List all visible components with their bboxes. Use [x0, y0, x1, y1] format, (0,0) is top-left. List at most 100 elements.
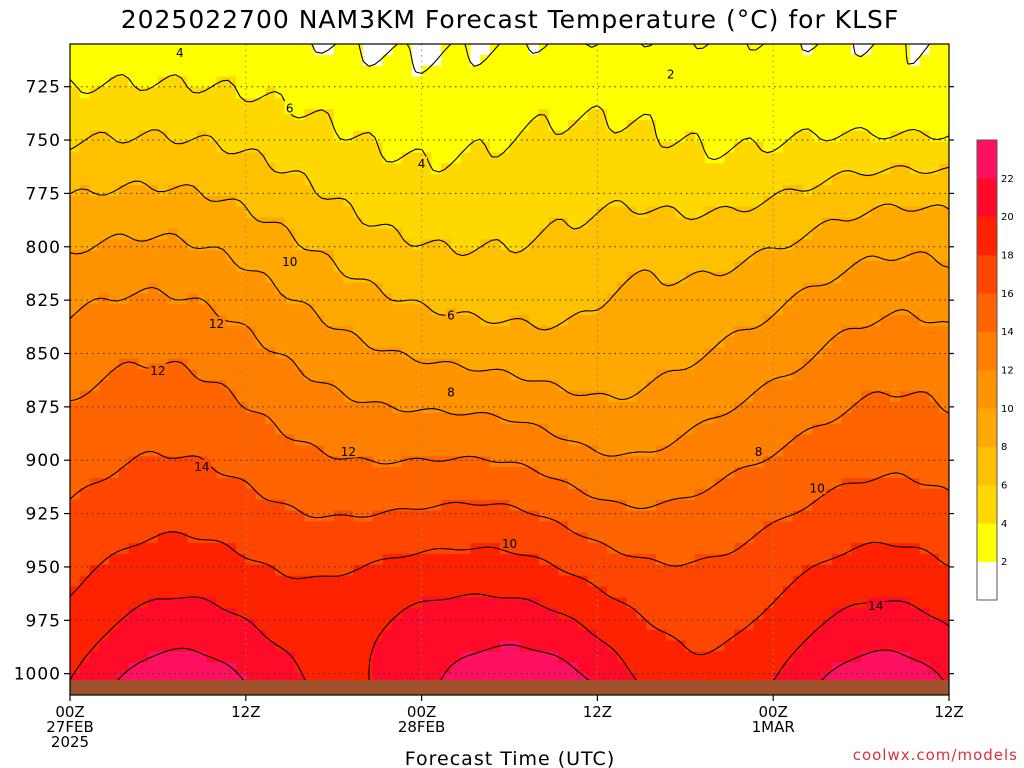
band-cell [206, 358, 218, 371]
band-cell [177, 608, 188, 620]
band-cell [656, 163, 667, 175]
band-cell [558, 445, 569, 457]
band-cell [128, 76, 139, 88]
band-cell [753, 629, 765, 642]
band-cell [870, 402, 882, 414]
band-cell [753, 467, 765, 479]
band-cell [255, 423, 266, 436]
band-cell [812, 261, 823, 273]
band-cell [372, 282, 384, 295]
band-cell [587, 488, 598, 501]
band-cell [695, 369, 706, 381]
band-cell [421, 532, 432, 544]
band-cell [616, 163, 628, 175]
band-cell [753, 304, 765, 316]
band-cell [372, 76, 384, 88]
band-cell [245, 228, 257, 240]
band-cell [343, 553, 354, 566]
band-cell [822, 87, 833, 99]
band-cell [890, 434, 901, 447]
band-cell [890, 217, 901, 230]
band-cell [196, 380, 208, 392]
band-cell [109, 586, 120, 598]
band-cell [919, 597, 931, 609]
band-cell [89, 54, 100, 67]
band-cell [812, 456, 823, 468]
band-cell [79, 640, 91, 653]
band-cell [304, 282, 315, 295]
band-cell [841, 119, 852, 132]
band-cell [99, 65, 110, 78]
band-cell [519, 44, 530, 56]
band-cell [245, 510, 257, 522]
band-cell [665, 163, 677, 175]
band-cell [685, 597, 696, 609]
band-cell [529, 98, 540, 110]
band-cell [421, 629, 432, 642]
band-cell [714, 141, 725, 154]
band-cell [148, 586, 159, 598]
band-cell [587, 521, 598, 533]
band-cell [919, 152, 931, 164]
band-cell [167, 434, 179, 447]
band-cell [763, 119, 774, 132]
band-cell [909, 250, 921, 262]
band-cell [577, 315, 589, 327]
band-cell [577, 510, 589, 522]
band-cell [695, 423, 706, 436]
band-cell [392, 543, 403, 555]
band-cell [822, 369, 833, 381]
band-cell [343, 336, 354, 349]
band-cell [392, 347, 403, 360]
band-cell [470, 141, 481, 154]
band-cell [138, 619, 149, 631]
band-cell [343, 98, 354, 110]
band-cell [626, 76, 638, 88]
band-cell [392, 54, 403, 67]
band-cell [79, 456, 91, 468]
band-cell [675, 261, 686, 273]
band-cell [382, 195, 393, 208]
band-cell [792, 76, 804, 88]
band-cell [353, 564, 364, 577]
band-cell [294, 597, 305, 609]
band-cell [529, 293, 540, 305]
band-cell [587, 369, 598, 381]
band-cell [568, 369, 579, 381]
band-cell [255, 456, 266, 468]
band-cell [734, 141, 745, 154]
band-cell [460, 239, 472, 251]
band-cell [597, 206, 608, 219]
band-cell [333, 239, 345, 251]
band-cell [275, 564, 286, 577]
band-cell [372, 65, 384, 78]
band-cell [421, 347, 432, 360]
band-cell [294, 163, 305, 175]
band-cell [499, 586, 511, 598]
band-cell [861, 402, 872, 414]
band-cell [372, 488, 384, 501]
band-cell [470, 195, 481, 208]
band-cell [861, 98, 872, 110]
band-cell [236, 608, 247, 620]
band-cell [909, 44, 921, 56]
band-cell [323, 271, 335, 284]
band-cell [870, 619, 882, 631]
band-cell [900, 608, 911, 620]
band-cell [333, 456, 345, 468]
band-cell [79, 445, 91, 457]
band-cell [519, 87, 530, 99]
band-cell [196, 467, 208, 479]
band-cell [558, 250, 569, 262]
band-cell [392, 597, 403, 609]
band-cell [636, 152, 647, 164]
band-cell [236, 44, 247, 56]
band-cell [714, 130, 725, 143]
band-cell [685, 271, 696, 284]
band-cell [216, 358, 227, 371]
band-cell [138, 98, 149, 110]
band-cell [704, 358, 716, 371]
band-cell [929, 543, 940, 555]
band-cell [421, 65, 432, 78]
band-cell [480, 532, 491, 544]
